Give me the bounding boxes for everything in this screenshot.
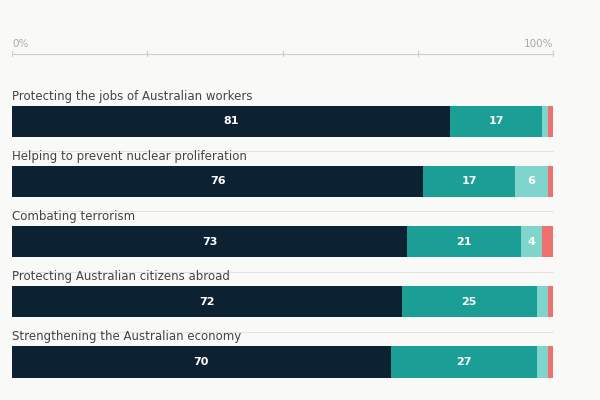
Bar [401, 286, 537, 317]
Text: 25: 25 [461, 297, 477, 307]
Text: 0%: 0% [12, 39, 28, 49]
Text: 81: 81 [223, 116, 239, 126]
Bar [537, 286, 548, 317]
Bar [12, 106, 451, 137]
Bar [12, 226, 407, 257]
Bar [542, 106, 548, 137]
Bar [423, 166, 515, 197]
Text: 73: 73 [202, 236, 217, 246]
Text: Strengthening the Australian economy: Strengthening the Australian economy [12, 330, 241, 343]
Text: 27: 27 [456, 357, 472, 367]
Bar [12, 166, 423, 197]
Text: 70: 70 [194, 357, 209, 367]
Bar [12, 286, 401, 317]
Bar [548, 346, 553, 378]
Bar [537, 346, 548, 378]
Bar [521, 226, 542, 257]
Bar [391, 346, 537, 378]
Text: Protecting the jobs of Australian workers: Protecting the jobs of Australian worker… [12, 90, 253, 102]
Text: Protecting Australian citizens abroad: Protecting Australian citizens abroad [12, 270, 230, 283]
Text: 100%: 100% [524, 39, 553, 49]
Bar [542, 226, 553, 257]
Bar [548, 106, 553, 137]
Bar [12, 346, 391, 378]
Bar [548, 166, 553, 197]
Text: 72: 72 [199, 297, 215, 307]
Text: 17: 17 [461, 176, 477, 186]
Bar [451, 106, 542, 137]
Text: 17: 17 [488, 116, 504, 126]
Text: 76: 76 [210, 176, 226, 186]
Text: 4: 4 [527, 236, 535, 246]
Text: Helping to prevent nuclear proliferation: Helping to prevent nuclear proliferation [12, 150, 247, 163]
Text: 21: 21 [456, 236, 472, 246]
Bar [407, 226, 521, 257]
Text: 6: 6 [527, 176, 535, 186]
Text: Combating terrorism: Combating terrorism [12, 210, 135, 223]
Bar [548, 286, 553, 317]
Bar [515, 166, 548, 197]
